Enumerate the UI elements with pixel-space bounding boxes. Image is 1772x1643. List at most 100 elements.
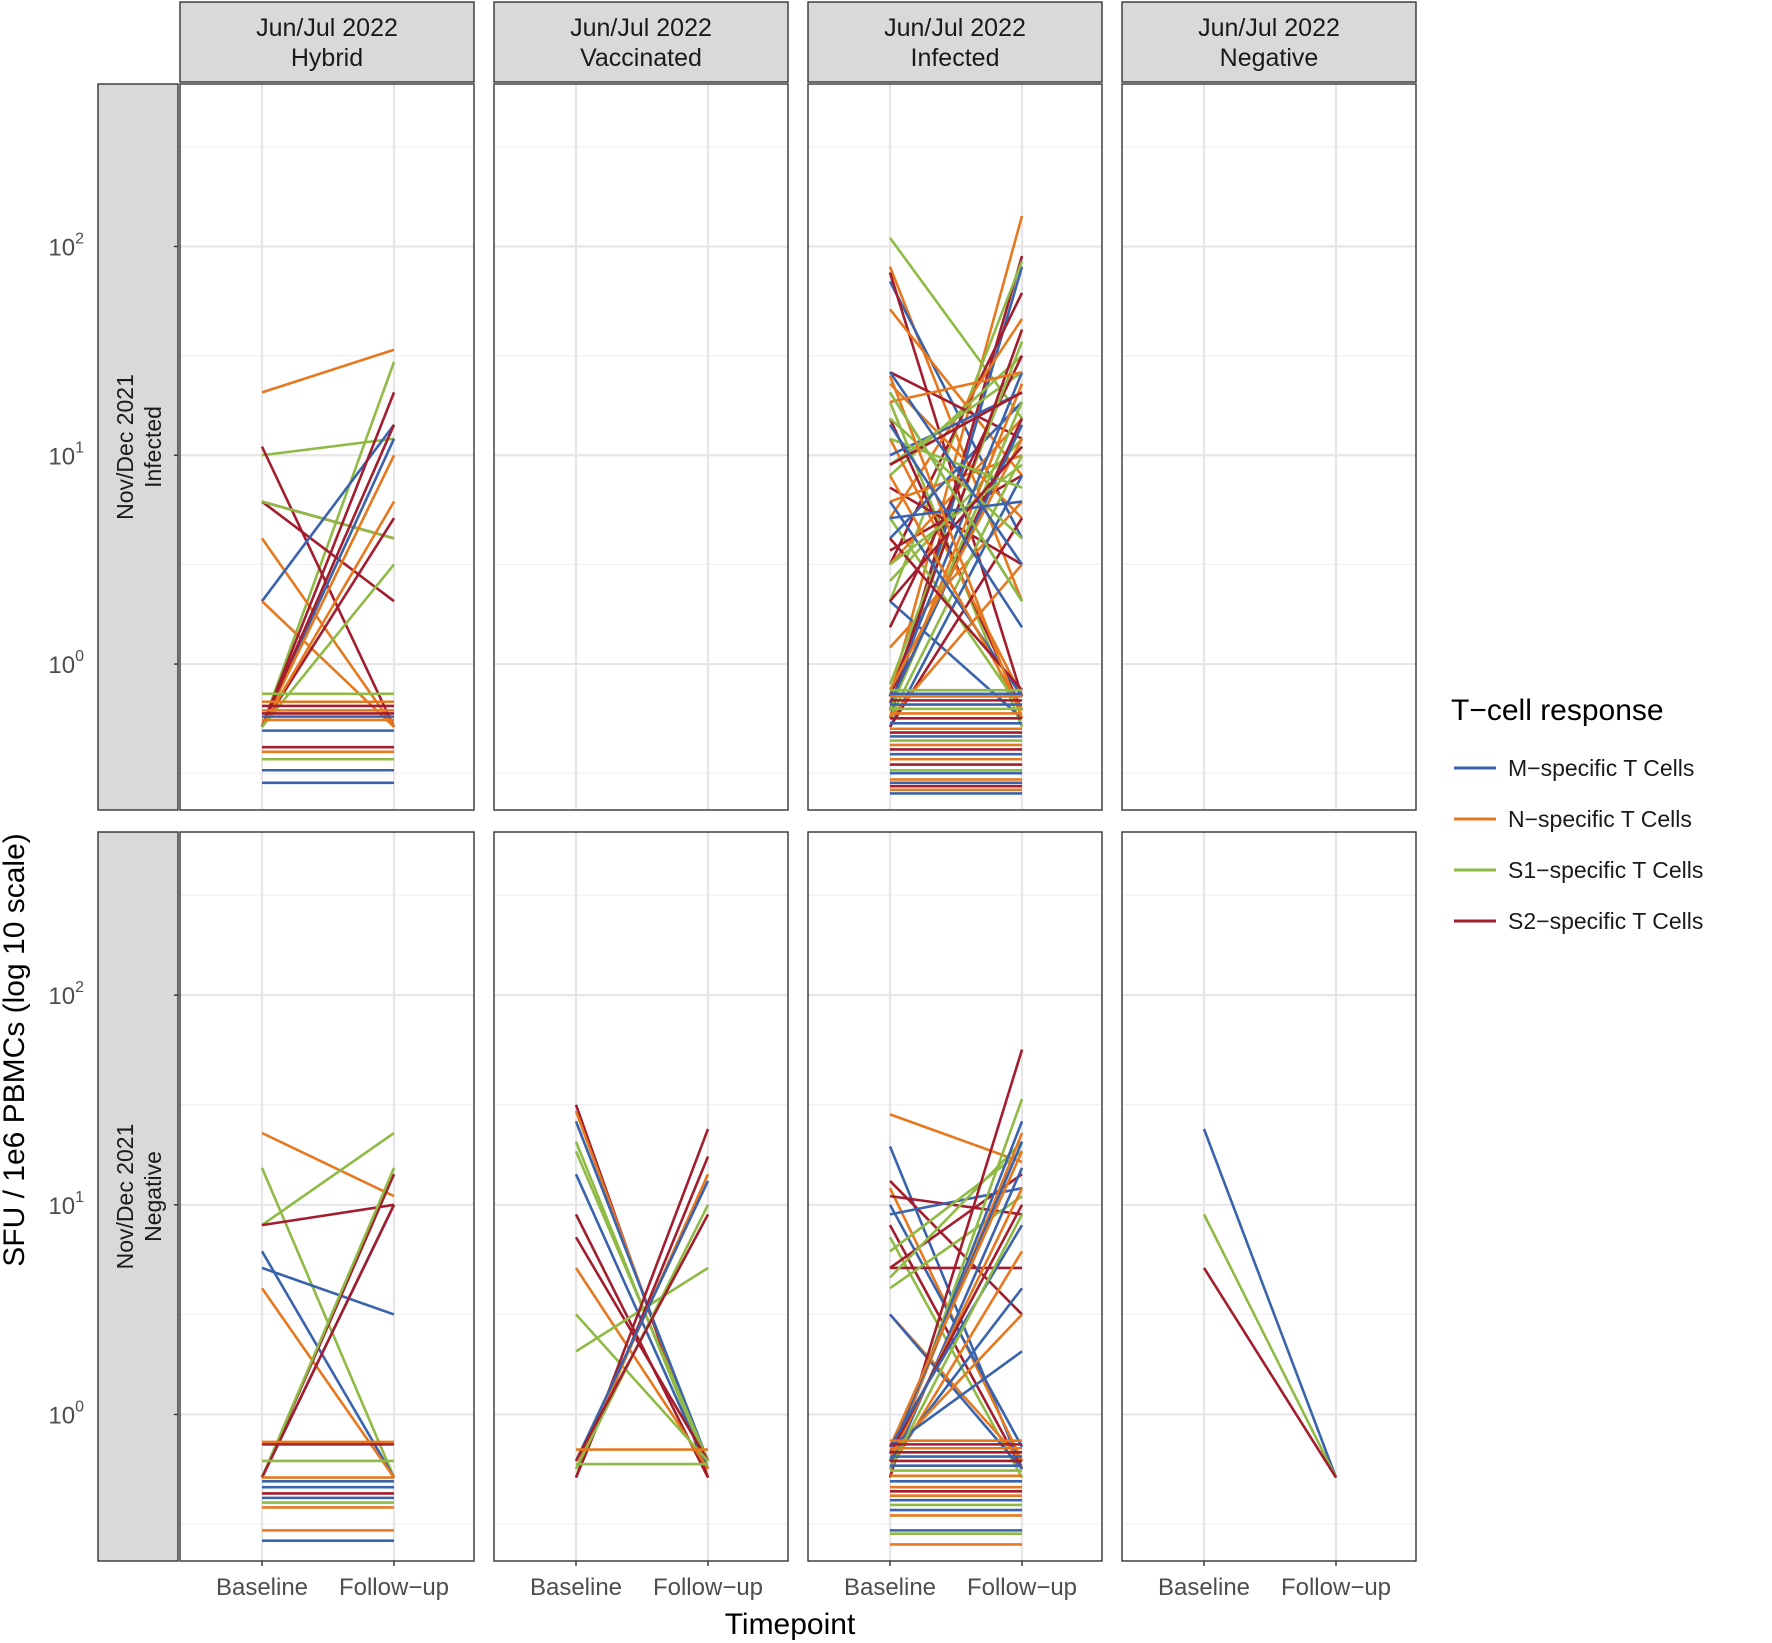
- series-line-m: [574, 1180, 710, 1462]
- panel-background: [1122, 832, 1416, 1561]
- y-axis-title: SFU / 1e6 PBMCs (log 10 scale): [0, 833, 31, 1267]
- x-tick-label: Follow−up: [967, 1574, 1077, 1601]
- series-line-s2: [260, 424, 396, 728]
- legend-label: N−specific T Cells: [1508, 806, 1692, 832]
- legend-item: M−specific T Cells: [1454, 755, 1694, 781]
- series-line-m: [889, 600, 1023, 720]
- x-tick-label: Follow−up: [1281, 1574, 1391, 1601]
- series-line-s2: [889, 537, 1023, 691]
- legend-title: T−cell response: [1451, 694, 1664, 727]
- series-line-s1: [1202, 1213, 1338, 1479]
- y-tick-label: 100: [48, 1398, 84, 1429]
- strip-background: [493, 1, 789, 83]
- series-line-s2: [574, 1213, 710, 1462]
- col-facet-label-line2: Vaccinated: [580, 44, 702, 72]
- panel-border: [493, 83, 789, 811]
- series-line-n: [888, 215, 1024, 697]
- series-line-s2: [888, 1224, 1024, 1470]
- series-line-n: [888, 308, 1024, 477]
- legend-item: S1−specific T Cells: [1454, 857, 1703, 883]
- series-line-s2: [261, 1203, 395, 1227]
- facet-panel: [493, 831, 789, 1562]
- series-line-s1: [889, 463, 1023, 566]
- y-tick-label: 101: [48, 1189, 84, 1220]
- legend-label: M−specific T Cells: [1508, 755, 1694, 781]
- series-line-s2: [1202, 1267, 1338, 1479]
- col-facet-label-line2: Negative: [1220, 44, 1319, 72]
- legend-label: S1−specific T Cells: [1508, 857, 1703, 883]
- series-line-s1: [889, 417, 1023, 540]
- series-line-s1: [260, 1167, 396, 1479]
- series-lines: [888, 215, 1024, 795]
- panel-border: [1121, 831, 1417, 1562]
- strip-background: [807, 1, 1103, 83]
- x-axis: Baseline Follow−up Baseline Follow−up Baseli…: [216, 1561, 1391, 1601]
- legend: T−cell response M−specific T Cells N−spec…: [1451, 694, 1703, 934]
- facet-panel: [493, 83, 789, 811]
- panel-background: [1122, 84, 1416, 810]
- legend-item: N−specific T Cells: [1454, 806, 1692, 832]
- series-lines: [1202, 1128, 1338, 1479]
- series-line-s1: [889, 1195, 1023, 1290]
- facet-panel: [1121, 83, 1417, 811]
- y-tick-label: 100: [48, 648, 84, 679]
- series-line-m: [888, 424, 1024, 629]
- panel-border: [1121, 83, 1417, 811]
- y-tick-label: 102: [48, 979, 84, 1010]
- series-line-m: [888, 1167, 1024, 1470]
- series-lines: [574, 1104, 710, 1479]
- x-tick-label: Follow−up: [339, 1574, 449, 1601]
- facet-panel: [179, 831, 475, 1562]
- panel-background: [494, 84, 788, 810]
- facet-panel: [807, 831, 1103, 1562]
- series-line-s2: [889, 391, 1023, 466]
- strip-background: [97, 83, 179, 811]
- x-tick-label: Baseline: [844, 1574, 936, 1601]
- y-tick-label: 101: [48, 439, 84, 470]
- series-line-n: [888, 375, 1024, 719]
- series-line-s2: [260, 517, 396, 728]
- col-facet-label-line1: Jun/Jul 2022: [256, 14, 398, 42]
- facet-panel: [1121, 831, 1417, 1562]
- series-line-m: [1202, 1128, 1338, 1479]
- panel-background: [180, 832, 474, 1561]
- series-line-s1: [889, 1150, 1023, 1253]
- series-line-n: [261, 1131, 395, 1198]
- row-facet-label-line1: Nov/Dec 2021: [112, 374, 138, 520]
- series-line-m: [260, 423, 396, 602]
- panel-border: [807, 83, 1103, 811]
- panel-border: [493, 831, 789, 1562]
- series-line-n: [888, 1150, 1024, 1448]
- x-tick-label: Baseline: [1158, 1574, 1250, 1601]
- series-line-s1: [261, 437, 395, 457]
- strip-background: [1121, 1, 1417, 83]
- series-line-n: [261, 348, 395, 394]
- panel-border: [179, 83, 475, 811]
- row-facet-strip: Nov/Dec 2021 Negative: [97, 831, 179, 1562]
- series-line-n: [260, 454, 396, 728]
- row-facet-label-line2: Infected: [140, 406, 166, 488]
- legend-label: S2−specific T Cells: [1508, 908, 1703, 934]
- series-line-s1: [260, 563, 396, 728]
- row-facet-strip: Nov/Dec 2021 Infected: [97, 83, 179, 811]
- legend-item: S2−specific T Cells: [1454, 908, 1703, 934]
- strip-background: [179, 1, 475, 83]
- panel-border: [179, 831, 475, 1562]
- x-tick-label: Baseline: [530, 1574, 622, 1601]
- panel-border: [807, 831, 1103, 1562]
- series-lines: [260, 1131, 396, 1542]
- y-axis: 100 101 102 100 101 102: [48, 230, 178, 1429]
- series-line-n: [888, 1187, 1024, 1462]
- series-line-s1: [888, 1213, 1024, 1470]
- series-line-s1: [889, 437, 1023, 489]
- series-lines: [260, 348, 396, 785]
- series-line-m: [888, 371, 1024, 697]
- x-axis-title: Timepoint: [725, 1608, 856, 1641]
- series-line-s2: [260, 391, 396, 728]
- panel-background: [494, 832, 788, 1561]
